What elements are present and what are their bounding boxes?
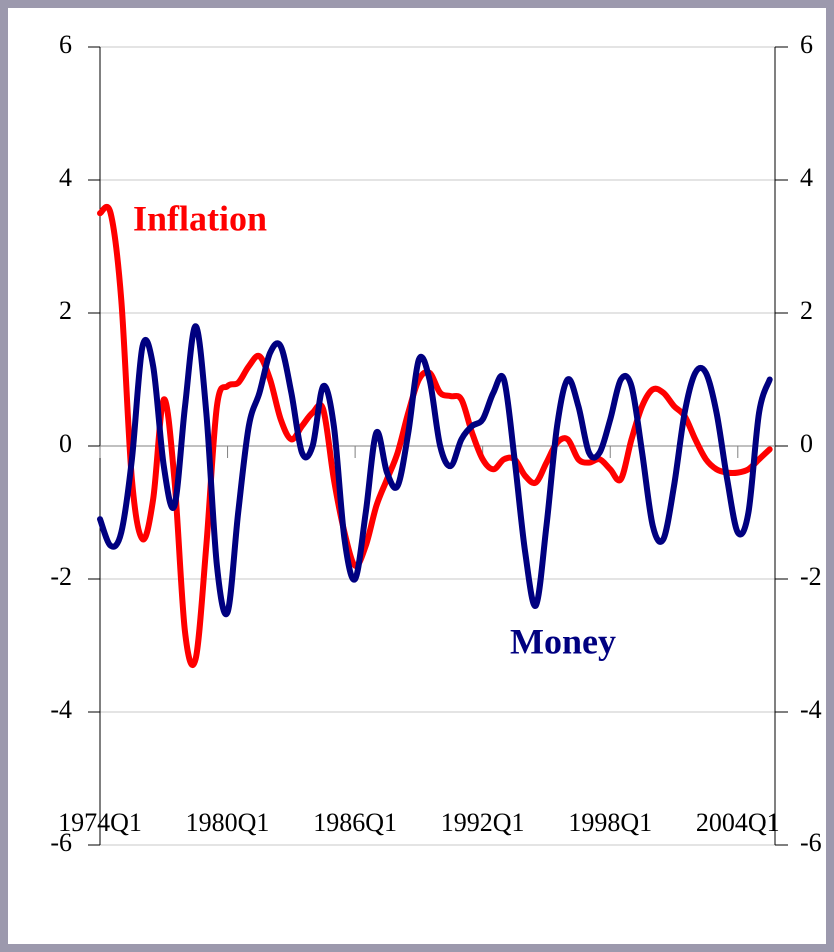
y2-tick-label: 0: [800, 429, 813, 458]
annotation: Inflation: [133, 198, 267, 238]
y-tick-label: -6: [50, 828, 72, 857]
y-tick-label: -4: [50, 695, 72, 724]
y2-tick-label: 4: [800, 163, 813, 192]
y-tick-label: 2: [59, 296, 72, 325]
x-tick-label: 1974Q1: [58, 808, 142, 837]
y-tick-label: -2: [50, 562, 72, 591]
y-tick-label: 4: [59, 163, 72, 192]
y2-tick-label: 2: [800, 296, 813, 325]
y2-tick-label: -2: [800, 562, 822, 591]
y2-tick-label: -6: [800, 828, 822, 857]
x-tick-label: 1998Q1: [568, 808, 652, 837]
y-tick-label: 6: [59, 30, 72, 59]
x-tick-label: 1986Q1: [313, 808, 397, 837]
y2-tick-label: 6: [800, 30, 813, 59]
x-tick-label: 1980Q1: [186, 808, 270, 837]
annotation: Money: [510, 621, 616, 661]
y2-tick-label: -4: [800, 695, 822, 724]
chart-background: [8, 8, 826, 944]
x-tick-label: 2004Q1: [696, 808, 780, 837]
y-tick-label: 0: [59, 429, 72, 458]
line-series: [97, 323, 773, 618]
line-series: [97, 203, 773, 668]
x-tick-label: 1992Q1: [441, 808, 525, 837]
